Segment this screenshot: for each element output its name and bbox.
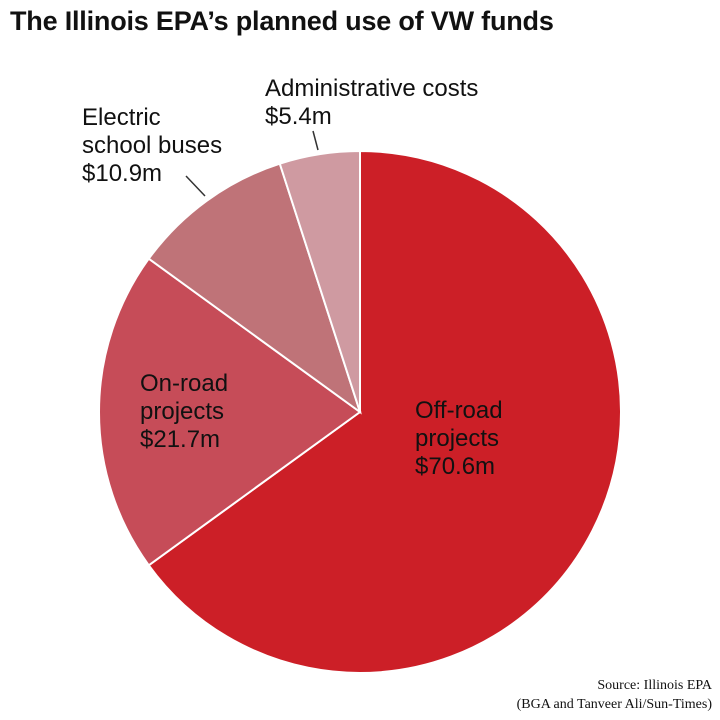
leader-line — [312, 130, 319, 151]
slice-value-label: $5.4m — [265, 103, 332, 130]
slice-name-label: projects — [140, 398, 224, 425]
slice-name-label: Off-road — [415, 397, 503, 424]
slice-name-label: projects — [415, 425, 499, 452]
chart-title: The Illinois EPA’s planned use of VW fun… — [10, 6, 554, 36]
slice-name-label: On-road — [140, 370, 228, 397]
slice-name-label: Administrative costs — [265, 75, 478, 102]
pie-slice-electric-school-buses — [147, 162, 362, 415]
slice-value-label: $21.7m — [140, 426, 220, 453]
source-note: Source: Illinois EPA (BGA and Tanveer Al… — [517, 676, 712, 714]
pie-slice-on-road-projects — [98, 257, 362, 567]
leader-lines — [185, 130, 319, 197]
source-line-2: (BGA and Tanveer Ali/Sun-Times) — [516, 697, 712, 712]
slice-name-label: school buses — [82, 132, 222, 159]
pie-slice-administrative-costs — [278, 149, 361, 413]
source-line-1: Source: Illinois EPA — [597, 678, 712, 693]
slice-value-label: $70.6m — [415, 453, 495, 480]
slice-labels: Off-roadprojects$70.6mOn-roadprojects$21… — [82, 75, 503, 480]
slice-name-label: Electric — [82, 104, 161, 131]
pie-slices — [98, 149, 622, 674]
slice-value-label: $10.9m — [82, 160, 162, 187]
leader-line — [185, 175, 206, 197]
pie-slice-off-road-projects — [147, 149, 622, 674]
